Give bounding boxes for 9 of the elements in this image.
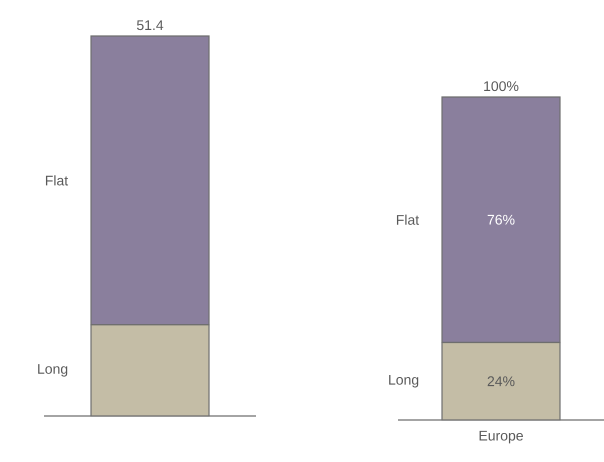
text: 51.4 (136, 20, 164, 30)
data-label: 24% (488, 376, 515, 386)
series-label: Flat (46, 175, 68, 186)
x-tick-label: Europe (480, 430, 523, 444)
total-label: 100% (484, 81, 518, 92)
series-label: Long (38, 364, 68, 377)
series-label: Long (389, 374, 418, 388)
series-label: Flat (396, 214, 420, 225)
data-label: 76% (488, 214, 515, 225)
